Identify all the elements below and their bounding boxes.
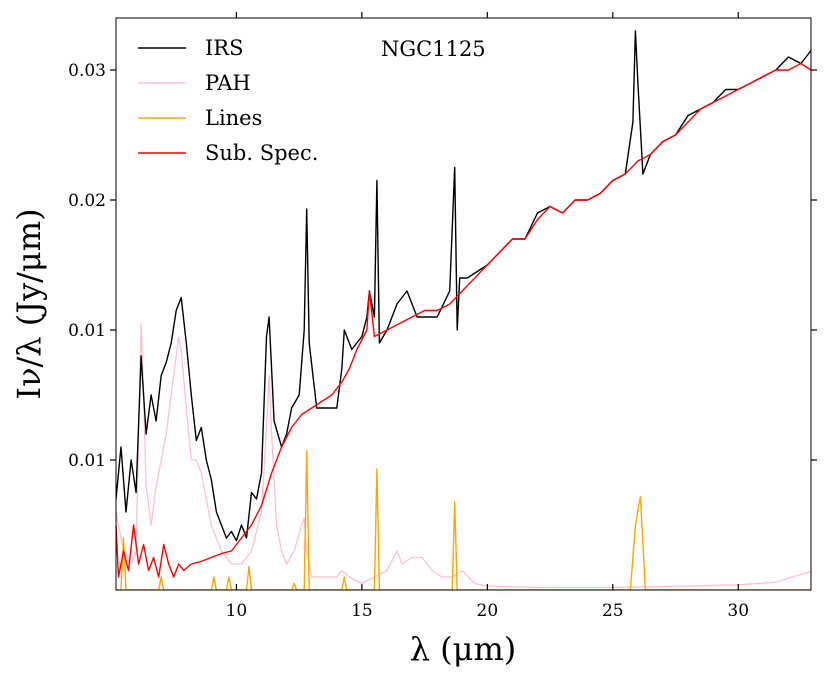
y-tick-label-2: 0.02 <box>68 191 106 211</box>
legend-entry-irs: IRS <box>138 36 244 60</box>
legend-label-pah: PAH <box>205 71 251 95</box>
tick-layer: 10 15 20 25 30 0.01 0.01 0.02 0.03 <box>68 12 817 621</box>
series-line-pah <box>116 322 811 589</box>
legend: IRS PAH Lines Sub. Spec. <box>138 36 318 165</box>
legend-entry-lines: Lines <box>138 106 262 130</box>
x-tick-label-15: 15 <box>351 601 373 621</box>
x-tick-label-25: 25 <box>602 601 624 621</box>
series-line-lines <box>116 450 811 590</box>
legend-label-irs: IRS <box>205 36 244 60</box>
legend-label-lines: Lines <box>205 106 262 130</box>
y-tick-label-1: 0.01 <box>68 321 106 341</box>
y-tick-label-0: 0.01 <box>68 451 106 471</box>
series-line-sub-spec <box>116 62 811 578</box>
y-tick-label-3: 0.03 <box>68 61 106 81</box>
series-layer <box>116 30 811 590</box>
series-line-irs <box>116 30 811 542</box>
x-tick-label-10: 10 <box>226 601 248 621</box>
y-axis-label: Iν/λ (Jy/μm) <box>10 208 48 399</box>
legend-entry-pah: PAH <box>138 71 251 95</box>
plot-frame <box>115 17 812 591</box>
x-tick-label-20: 20 <box>477 601 499 621</box>
legend-label-sub-spec: Sub. Spec. <box>205 141 318 165</box>
x-tick-label-30: 30 <box>727 601 749 621</box>
annotation-label: NGC1125 <box>381 37 486 61</box>
legend-entry-sub-spec: Sub. Spec. <box>138 141 318 165</box>
x-axis-label: λ (μm) <box>410 630 517 668</box>
